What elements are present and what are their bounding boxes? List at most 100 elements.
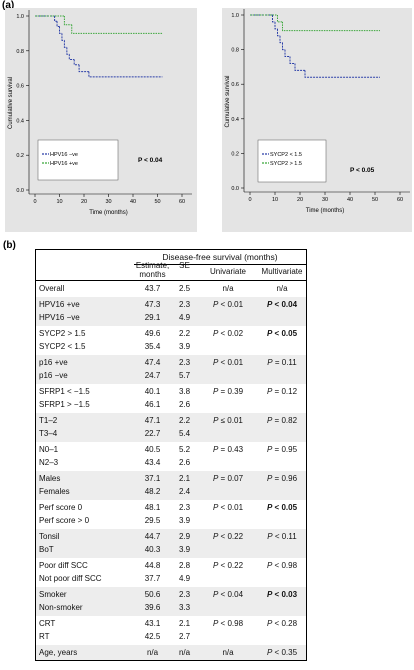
legend-box [257, 139, 327, 183]
survival-step [282, 21, 380, 32]
table-cell: P < 0.05 [266, 328, 298, 338]
survival-step [71, 24, 163, 34]
table-cell: Non-smoker [39, 603, 83, 612]
row-group: Tonsil 44.7 2.9 P < 0.22 P < 0.11 BoT 40.3 3.9 [36, 528, 306, 558]
y-tick-label: 0.2 [16, 153, 24, 159]
y-tick-label: 0.8 [231, 48, 239, 54]
table-cell: SYCP2 < 1.5 [39, 342, 86, 351]
table-cell: 44.7 [144, 531, 161, 541]
survival-step [54, 16, 58, 22]
table-cell: P < 0.01 [212, 299, 244, 309]
y-tick-label: 0.6 [16, 84, 24, 90]
table-row: N0–1 40.5 5.2 P = 0.43 P = 0.95 [36, 443, 306, 457]
table-cell: N0–1 [39, 444, 59, 454]
table-row: CRT 43.1 2.1 P < 0.98 P < 0.28 [36, 617, 306, 631]
y-tick-label: 0.8 [16, 49, 24, 55]
row-group: p16 +ve 47.4 2.3 P < 0.01 P = 0.11 p16 −ve 24.… [36, 354, 306, 384]
table-cell: 2.3 [178, 357, 191, 367]
survival-step [61, 33, 65, 41]
table-cell: P = 0.82 [266, 415, 298, 425]
table-cell: HPV16 +ve [39, 299, 80, 309]
legend-box [37, 139, 119, 181]
table-cell: 2.2 [178, 328, 191, 338]
table-row: SFRP1 < −1.5 40.1 3.8 P = 0.39 P = 0.12 [36, 385, 306, 399]
x-tick-label: 40 [347, 197, 353, 203]
y-tick-label: 0.2 [231, 151, 239, 157]
table-cell: n/a [222, 284, 234, 293]
table-row: Non-smoker 39.6 3.3 [36, 601, 306, 615]
table-cell: 47.1 [144, 415, 161, 425]
x-tick-label: 20 [297, 197, 303, 203]
column-header: Estimate, months [135, 261, 170, 279]
x-tick-label: 10 [56, 199, 62, 205]
x-tick-label: 10 [272, 197, 278, 203]
table-cell: 3.8 [178, 386, 191, 396]
table-cell: P < 0.22 [212, 531, 244, 541]
table-row: Age, years n/a n/a n/a P < 0.35 [36, 646, 306, 660]
y-axis-label: Cumulative survival [225, 75, 231, 127]
table-cell: 2.6 [178, 400, 191, 409]
table-cell: P = 0.43 [212, 444, 244, 454]
table-cell: n/a [146, 647, 159, 657]
table-cell: RT [39, 632, 50, 641]
table-cell: 29.5 [144, 516, 161, 525]
row-group: Overall 43.7 2.5 n/a n/a [36, 281, 306, 297]
table-row: Poor diff SCC 44.8 2.8 P < 0.22 P < 0.98 [36, 559, 306, 573]
table-cell: P ≤ 0.01 [213, 415, 243, 425]
table-cell: 5.7 [178, 371, 191, 380]
table-cell: P = 0.12 [266, 386, 298, 396]
survival-step [66, 47, 70, 55]
survival-step [304, 70, 380, 78]
panel-label: (b) [3, 240, 16, 251]
survival-step [68, 54, 75, 60]
table-cell: P = 0.07 [212, 473, 244, 483]
table-cell: P < 0.05 [266, 502, 298, 512]
y-tick-label: 0.6 [231, 82, 239, 88]
table-cell: 22.7 [144, 429, 161, 438]
x-tick-label: 50 [154, 199, 160, 205]
table-cell: T1–2 [39, 415, 58, 425]
table-cell: P < 0.28 [266, 618, 298, 628]
table-cell: 24.7 [144, 371, 161, 380]
table-cell: Poor diff SCC [39, 560, 88, 570]
table-cell: 37.7 [144, 574, 161, 583]
survival-step [63, 40, 67, 48]
table-cell: 46.1 [144, 400, 161, 409]
table-cell: 2.4 [178, 487, 191, 496]
survival-step [277, 28, 280, 37]
legend-label: HPV16 +ve [50, 161, 78, 167]
table-cell: Tonsil [39, 531, 60, 541]
table-cell: n/a [178, 647, 191, 657]
table-cell: Males [39, 473, 61, 483]
table-cell: T3–4 [39, 429, 58, 438]
table-cell: 2.9 [178, 531, 191, 541]
table-cell: 29.1 [144, 313, 161, 322]
x-tick-label: 50 [372, 197, 378, 203]
table-row: Perf score 0 48.1 2.3 P < 0.01 P < 0.05 [36, 501, 306, 515]
table: Disease-free survival (months) Estimate, … [35, 249, 307, 661]
table-cell: 2.3 [178, 502, 191, 512]
x-tick-label: 30 [322, 197, 328, 203]
table-cell: SFRP1 < −1.5 [39, 386, 90, 396]
row-group: T1–2 47.1 2.2 P ≤ 0.01 P = 0.82 T3–4 22.7 5.4 [36, 412, 306, 442]
row-group: SFRP1 < −1.5 40.1 3.8 P = 0.39 P = 0.12 SFRP1… [36, 384, 306, 413]
table-cell: n/a [222, 647, 234, 657]
survival-step [88, 71, 163, 78]
table-cell: SYCP2 > 1.5 [39, 328, 86, 338]
annotation: P < 0.05 [350, 167, 375, 174]
table-cell: 50.6 [144, 589, 161, 599]
table-row: BoT 40.3 3.9 [36, 543, 306, 557]
row-group: CRT 43.1 2.1 P < 0.98 P < 0.28 RT 42.5 2.7 [36, 616, 306, 645]
table-cell: 49.6 [144, 328, 161, 338]
table-cell: 43.7 [144, 284, 161, 293]
table-cell: P < 0.01 [212, 357, 244, 367]
row-group: Smoker 50.6 2.3 P < 0.04 P < 0.03 Non-smoker 3… [36, 586, 306, 616]
table-cell: 2.6 [178, 458, 191, 467]
table-cell: P < 0.98 [212, 618, 244, 628]
survival-step [78, 64, 89, 73]
y-tick-label: 0.4 [16, 118, 24, 124]
x-axis-label: Time (months) [306, 208, 344, 214]
table-cell: Perf score 0 [39, 502, 83, 512]
table-row: Tonsil 44.7 2.9 P < 0.22 P < 0.11 [36, 530, 306, 544]
